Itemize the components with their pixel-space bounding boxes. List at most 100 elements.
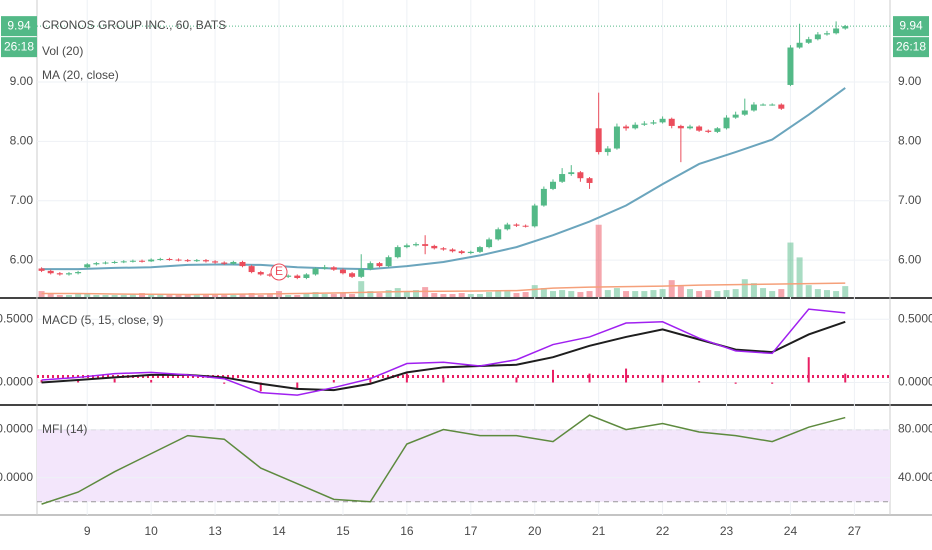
candle-body [522,225,529,227]
volume-bar [184,295,191,297]
volume-bar [814,289,821,297]
x-tick-label: 20 [528,524,542,538]
volume-bar [504,291,511,297]
volume-bar [842,286,849,297]
candle-body [75,272,82,274]
candle-body [586,178,593,183]
candle-body [385,257,392,267]
volume-bar [339,293,346,297]
candle-body [769,104,776,106]
volume-bar [111,295,118,297]
volume-bar [65,295,72,297]
candle-body [376,263,383,267]
candle-body [778,104,785,109]
volume-bar [677,286,684,297]
volume-bar [732,289,739,297]
candle-body [413,244,420,246]
volume-bar [632,291,639,297]
volume-bar [540,288,547,297]
volume-bar [458,293,465,297]
candle-body [449,249,456,252]
volume-bar [403,291,410,297]
candle-body [266,274,273,276]
candle-body [760,104,767,106]
volume-bar [93,295,100,297]
candle-body [431,245,438,249]
candle-body [623,126,630,129]
x-tick-label: 13 [208,524,222,538]
price-badge [893,16,929,37]
mfi-band-fill [37,429,890,502]
candle-body [805,39,812,43]
volume-bar [604,290,611,297]
price-badge [1,16,37,37]
volume-bar [641,291,648,297]
volume-bar [476,294,483,297]
candle-body [230,261,237,264]
candle-body [129,260,136,262]
volume-bar [696,291,703,297]
x-tick-label: 10 [144,524,158,538]
candle-body [84,264,91,268]
volume-bar [358,281,365,297]
volume-bar [531,285,538,297]
volume-bar [440,294,447,297]
volume-bar [166,295,173,297]
volume-bar [47,294,54,297]
volume-bar [559,290,566,297]
candle-body [285,275,292,277]
volume-bar [413,290,420,297]
candle-body [193,260,200,262]
candle-body [732,114,739,118]
volume-bar [686,289,693,297]
volume-bar [248,293,255,297]
candle-body [833,28,840,34]
x-tick-label: 27 [848,524,862,538]
volume-bar [394,288,401,297]
y-tick-label: 9.00 [898,74,922,88]
candle-body [823,33,830,35]
volume-bar [367,291,374,297]
volume-bar [467,294,474,297]
x-tick-label: 24 [784,524,798,538]
volume-bar [129,294,136,297]
volume-bar [75,293,82,297]
candle-body [504,224,511,230]
y-tick-label: 0.0000 [0,375,33,389]
volume-bar [230,295,237,297]
volume-bar [586,291,593,297]
volume-bar [431,293,438,297]
candle-body [349,273,356,277]
volume-bar [805,285,812,297]
y-tick-label: 8.00 [898,134,922,148]
macd-line [41,308,846,396]
volume-bar [760,288,767,297]
candle-body [550,181,557,189]
candle-body [358,269,365,277]
volume-bar [522,292,529,297]
volume-bar [56,295,63,297]
y-tick-label: 80.0000 [898,422,932,436]
volume-bar [349,294,356,297]
volume-bar [193,295,200,297]
volume-bar [568,291,575,297]
y-tick-label: 40.0000 [898,470,932,484]
volume-bar [577,292,584,297]
volume-bar [330,294,337,297]
y-tick-label: 0.5000 [898,311,932,325]
y-tick-label: 0.0000 [898,375,932,389]
candle-body [568,172,575,175]
candle-body [93,263,100,265]
macd-title: MACD (5, 15, close, 9) [42,313,163,327]
volume-bar [385,290,392,297]
volume-bar [202,294,209,297]
candle-body [339,269,346,274]
candle-body [613,126,620,149]
volume-bar [120,295,127,297]
volume-bar [157,295,164,297]
chart-title: CRONOS GROUP INC., 60, BATS [42,18,226,32]
candle-body [440,248,447,250]
mfi-line [41,414,846,505]
candle-body [650,122,657,124]
y-tick-label: 40.0000 [0,470,33,484]
